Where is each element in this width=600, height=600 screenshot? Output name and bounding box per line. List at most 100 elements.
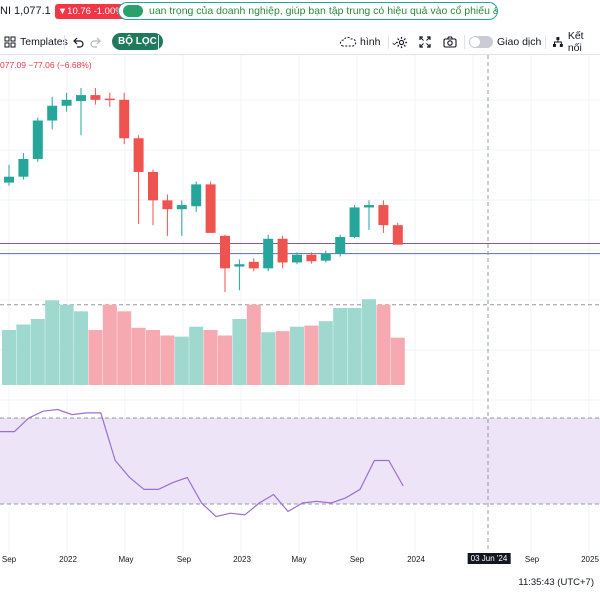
gear-icon <box>395 36 408 48</box>
shape-select[interactable]: hình ⌄ <box>340 34 398 50</box>
trading-label: Giao dịch <box>497 36 542 48</box>
connect-label: Kết nối <box>567 30 584 54</box>
toolbar-divider <box>64 35 65 49</box>
camera-icon <box>443 36 457 48</box>
rsi-line <box>0 408 404 518</box>
volume-bar <box>88 330 103 385</box>
brand-logo-icon <box>123 5 143 17</box>
snapshot-button[interactable] <box>443 34 457 50</box>
candle-body <box>61 99 72 106</box>
redo-button[interactable] <box>90 34 102 50</box>
date-axis-label: Sep <box>1 555 17 564</box>
volume-bar <box>390 337 405 385</box>
candle-body <box>220 235 230 269</box>
trading-toggle[interactable]: Giao dịch <box>469 34 541 50</box>
chart-toolbar: Templates BỘ LỌC hình ⌄ <box>0 30 600 55</box>
toolbar-divider <box>388 35 389 49</box>
volume-bar <box>246 304 261 385</box>
candle-body <box>320 253 331 261</box>
undo-button[interactable] <box>72 34 84 50</box>
volume-bar <box>2 330 16 385</box>
candle-body <box>104 98 115 101</box>
candle-body <box>364 205 374 208</box>
candle-body <box>277 238 288 263</box>
chevron-down-icon: ⌄ <box>390 36 398 47</box>
trading-toggle-switch[interactable] <box>469 36 493 48</box>
templates-button[interactable]: Templates <box>4 34 68 50</box>
candle-body <box>392 225 403 245</box>
date-axis-label: 2023 <box>233 555 251 564</box>
toolbar-divider <box>158 35 159 49</box>
redo-icon <box>90 37 101 48</box>
shape-select-label: hình <box>360 36 381 48</box>
volume-bar <box>376 304 391 385</box>
volume-bar <box>275 331 290 385</box>
volume-bar <box>102 304 117 385</box>
candle-body <box>119 99 130 139</box>
volume-bar <box>347 308 362 385</box>
volume-bar <box>362 299 376 385</box>
volume-bar <box>59 304 74 385</box>
settings-button[interactable] <box>395 34 408 50</box>
candle-body <box>378 205 389 226</box>
date-axis-label: Sep <box>349 555 365 564</box>
fullscreen-icon <box>419 36 431 48</box>
candle-body <box>162 200 173 210</box>
volume-bar <box>160 335 175 385</box>
volume-bar <box>189 326 204 385</box>
volume-bar <box>74 311 88 385</box>
timezone-clock[interactable]: 11:35:43 (UTC+7) <box>518 577 594 588</box>
candle-body <box>76 95 86 102</box>
undo-icon <box>73 37 84 48</box>
news-marquee[interactable]: uan trọng của doanh nghiệp, giúp bạn tập… <box>118 2 498 20</box>
candle-body <box>176 205 187 210</box>
ticker-name-price: NI 1,077.1 <box>0 5 51 17</box>
fullscreen-button[interactable] <box>419 34 431 50</box>
candle-body <box>47 105 58 121</box>
volume-bar <box>218 335 232 385</box>
rsi-pane <box>0 408 600 518</box>
volume-bar <box>146 330 160 385</box>
candle-body <box>18 158 29 177</box>
candle-body <box>349 207 360 238</box>
crosshair-date-label: 03 Jun '24 <box>467 553 511 564</box>
connect-button[interactable]: Kết nối <box>552 30 600 54</box>
candle-body <box>191 184 202 207</box>
candle-body <box>133 138 144 172</box>
ticker-bar: NI 1,077.1 ▼10.76 -1.00% uan trọng của d… <box>0 0 600 22</box>
candle-body <box>32 120 43 159</box>
date-axis[interactable]: Sep 2022 May Sep 2023 May Sep 2024 03 Ju… <box>0 552 600 568</box>
date-axis-label: Sep <box>176 555 192 564</box>
toolbar-divider <box>464 35 465 49</box>
volume-bar <box>333 308 348 385</box>
templates-label: Templates <box>20 36 68 48</box>
toolbar-divider <box>545 35 546 49</box>
filter-button[interactable]: BỘ LỌC <box>112 33 163 50</box>
date-axis-label: Sep <box>524 555 540 564</box>
volume-bar <box>261 332 276 385</box>
candle-body <box>4 176 14 183</box>
volume-bar <box>318 321 333 385</box>
candle-body <box>90 95 101 100</box>
candle-body <box>205 184 216 233</box>
volume-bar <box>16 324 31 385</box>
candle-body <box>148 171 158 201</box>
ohlc-legend: 077.09 −77.06 (−6.68%) <box>0 60 92 70</box>
ticker-change-badge: ▼10.76 -1.00% <box>54 3 127 19</box>
cloud-shape-icon <box>340 36 356 47</box>
date-axis-label: 2022 <box>59 555 77 564</box>
volume-bar <box>290 326 304 385</box>
candle-body <box>306 254 317 262</box>
price-chart[interactable] <box>0 55 600 555</box>
volume-bar <box>131 327 146 385</box>
volume-bar <box>232 319 247 385</box>
candle-body <box>263 238 274 269</box>
candle-body <box>335 237 346 254</box>
date-axis-label: May <box>118 555 134 564</box>
news-marquee-text: uan trọng của doanh nghiệp, giúp bạn tập… <box>149 5 498 17</box>
volume-bar <box>203 330 218 385</box>
date-axis-label: 2025 <box>581 555 599 564</box>
ticker-summary[interactable]: NI 1,077.1 ▼10.76 -1.00% <box>0 2 127 20</box>
volume-bar <box>30 319 45 385</box>
volume-bar <box>304 325 319 385</box>
